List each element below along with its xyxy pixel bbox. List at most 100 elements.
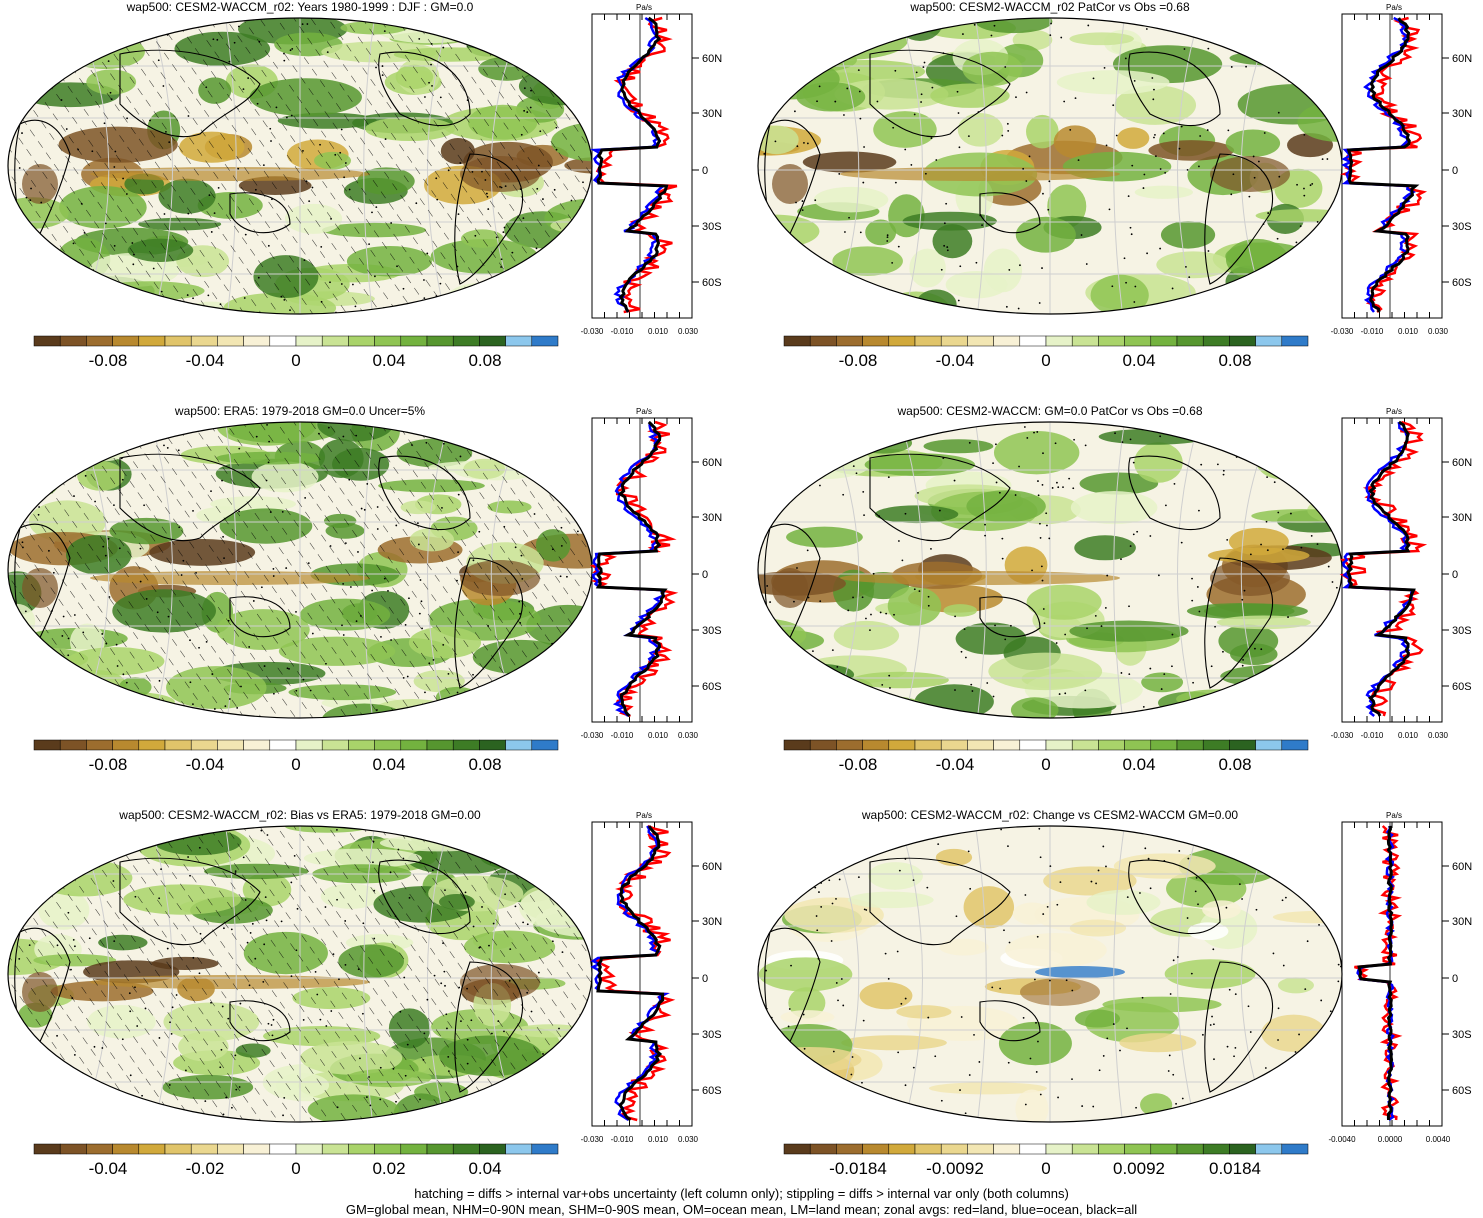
colorbar-label: -0.04 [936,351,975,370]
map-plot [7,17,593,315]
zonal-ocean-line [1342,421,1415,717]
colorbar-label: -0.08 [839,755,878,774]
map-panel: wap500: CESM2-WACCM_r02 PatCor vs Obs =0… [750,0,1483,406]
latitude-label: 60S [1452,681,1472,693]
colorbar: -0.08 -0.04 0 0.04 0.08 [33,335,559,370]
colorbar-label: -0.08 [89,755,128,774]
zonal-tick-label: -0.010 [611,327,634,336]
zonal-unit-label: Pa/s [636,407,652,416]
colorbar-label: 0.08 [1218,755,1251,774]
zonal-tick-label: 0.010 [648,1135,669,1144]
map-plot [757,421,1343,719]
zonal-mean-plot: Pa/s 60N 30N 0 30S 60S -0.0040 0.0000 0.0040 [1328,811,1472,1144]
zonal-tick-label: 0.030 [678,327,699,336]
zonal-tick-label: -0.010 [1361,327,1384,336]
map-panel: wap500: CESM2-WACCM_r02: Change vs CESM2… [750,808,1483,1214]
map-panel: wap500: CESM2-WACCM_r02: Bias vs ERA5: 1… [0,808,741,1214]
colorbar-label: 0.04 [372,755,405,774]
zonal-tick-label: 0.0040 [1426,1135,1451,1144]
colorbar-label: 0 [1041,755,1050,774]
latitude-label: 0 [1452,973,1458,985]
latitude-label: 0 [1452,569,1458,581]
colorbar: -0.0184 -0.0092 0 0.0092 0.0184 [783,1143,1309,1178]
colorbar-label: -0.04 [936,755,975,774]
zonal-unit-label: Pa/s [1386,3,1402,12]
latitude-label: 30S [702,1029,722,1041]
latitude-label: 30S [702,625,722,637]
colorbar-label: 0 [291,1159,300,1178]
panel-title: wap500: CESM2-WACCM: GM=0.0 PatCor vs Ob… [897,404,1203,418]
zonal-tick-label: 0.030 [1428,731,1449,740]
latitude-label: 60N [1452,53,1472,65]
colorbar-label: 0.04 [1122,755,1155,774]
colorbar-label: 0.02 [372,1159,405,1178]
map-plot [757,17,1343,315]
latitude-label: 60S [702,277,722,289]
zonal-tick-label: 0.010 [648,731,669,740]
zonal-tick-label: -0.030 [1331,327,1354,336]
latitude-label: 30N [1452,108,1472,120]
colorbar-label: -0.0184 [829,1159,887,1178]
zonal-all-line [1346,420,1416,717]
colorbar: -0.08 -0.04 0 0.04 0.08 [33,739,559,774]
footer-line-2: GM=global mean, NHM=0-90N mean, SHM=0-90… [345,1202,1138,1217]
zonal-unit-label: Pa/s [636,3,652,12]
zonal-all-line [595,420,668,718]
zonal-land-line [1339,420,1428,717]
colorbar-label: 0.04 [1122,351,1155,370]
latitude-label: 60N [702,53,722,65]
panel-title: wap500: CESM2-WACCM_r02: Change vs CESM2… [861,808,1239,822]
latitude-label: 60S [1452,1085,1472,1097]
panel-title: wap500: CESM2-WACCM_r02: Bias vs ERA5: 1… [119,808,481,822]
colorbar-label: 0.04 [372,351,405,370]
zonal-mean-plot: Pa/s 60N 30N 0 30S 60S -0.030 -0.010 0.010 0.030 [1331,3,1473,336]
latitude-label: 30S [1452,1029,1472,1041]
zonal-mean-plot: Pa/s 60N 30N 0 30S 60S -0.030 -0.010 0.010 0.030 [581,811,723,1144]
latitude-label: 60S [702,681,722,693]
zonal-tick-label: 0.030 [678,1135,699,1144]
zonal-tick-label: -0.010 [611,1135,634,1144]
colorbar-label: -0.02 [186,1159,225,1178]
zonal-tick-label: -0.030 [581,327,604,336]
map-plot [7,421,593,719]
latitude-label: 30N [702,512,722,524]
panel-title: wap500: CESM2-WACCM_r02 PatCor vs Obs =0… [910,0,1190,14]
colorbar-label: -0.08 [89,351,128,370]
colorbar: -0.04 -0.02 0 0.02 0.04 [33,1143,559,1178]
latitude-label: 0 [702,165,708,177]
latitude-label: 0 [1452,165,1458,177]
colorbar-label: -0.04 [186,351,225,370]
zonal-unit-label: Pa/s [1386,407,1402,416]
zonal-tick-label: -0.0040 [1328,1135,1356,1144]
zonal-unit-label: Pa/s [1386,811,1402,820]
latitude-label: 30N [1452,512,1472,524]
colorbar-label: -0.08 [839,351,878,370]
zonal-tick-label: 0.030 [1428,327,1449,336]
latitude-label: 60N [1452,457,1472,469]
latitude-label: 60N [1452,861,1472,873]
colorbar-label: -0.04 [89,1159,128,1178]
map-plot [757,825,1343,1123]
colorbar-label: 0 [1041,1159,1050,1178]
zonal-tick-label: 0.0000 [1378,1135,1403,1144]
zonal-unit-label: Pa/s [636,811,652,820]
colorbar-label: 0.0092 [1113,1159,1165,1178]
map-panel: wap500: ERA5: 1979-2018 GM=0.0 Uncer=5% -… [0,404,741,810]
zonal-tick-label: -0.030 [1331,731,1354,740]
colorbar-label: 0.08 [1218,351,1251,370]
latitude-label: 30N [702,108,722,120]
zonal-tick-label: -0.010 [1361,731,1384,740]
latitude-label: 60S [702,1085,722,1097]
colorbar-label: 0.08 [468,351,501,370]
zonal-ocean-line [1341,16,1416,313]
zonal-tick-label: -0.030 [581,731,604,740]
zonal-ocean-line [591,421,665,717]
zonal-tick-label: -0.010 [611,731,634,740]
zonal-mean-plot: Pa/s 60N 30N 0 30S 60S -0.030 -0.010 0.010 0.030 [1331,407,1473,740]
colorbar: -0.08 -0.04 0 0.04 0.08 [783,335,1309,370]
latitude-label: 30S [1452,625,1472,637]
zonal-all-line [1357,825,1394,1121]
map-panel: wap500: CESM2-WACCM_r02: Years 1980-1999… [0,0,741,406]
footer-line-1: hatching = diffs > internal var+obs unce… [414,1186,1069,1201]
latitude-label: 30S [702,221,722,233]
